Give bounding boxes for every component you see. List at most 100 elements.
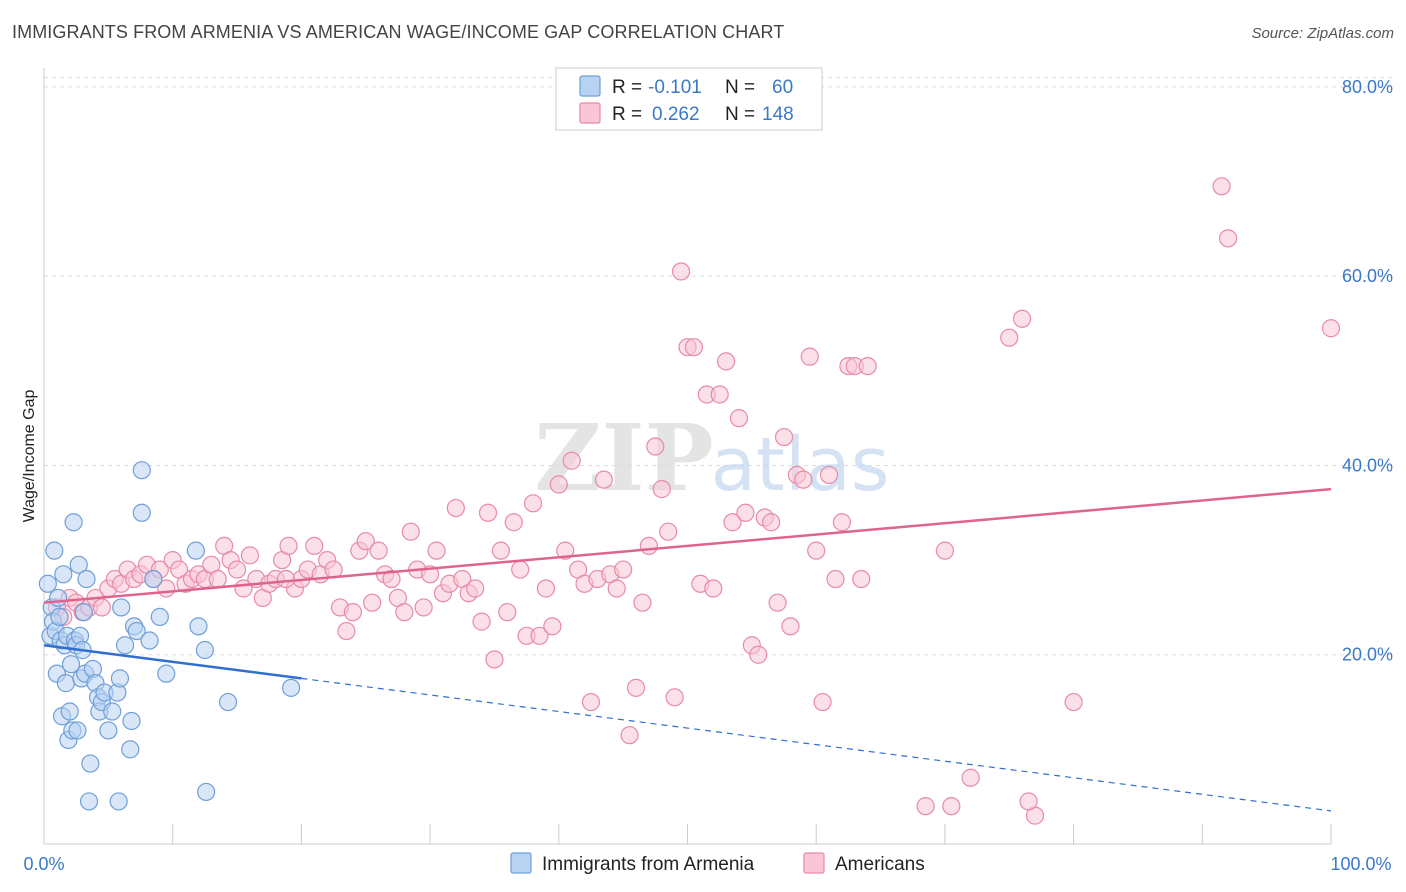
americans-point-85	[594, 470, 613, 489]
legend-swatch-americans	[579, 102, 601, 124]
series-legend: Immigrants from Armenia Americans	[510, 852, 925, 875]
americans-point-46	[343, 603, 362, 622]
americans-point-79	[556, 541, 575, 560]
americans-point-112	[768, 593, 787, 612]
americans-point-131	[942, 797, 961, 816]
series-label-americans: Americans	[835, 854, 925, 875]
armenia-point-41	[109, 792, 128, 811]
armenia-point-45	[121, 740, 140, 759]
armenia-point-27	[74, 603, 93, 622]
americans-point-130	[961, 768, 980, 787]
americans-point-106	[729, 409, 749, 428]
americans-point-104	[717, 352, 736, 371]
legend-n-value-armenia: 60	[772, 77, 793, 98]
armenia-points	[38, 461, 301, 811]
americans-point-83	[581, 692, 601, 712]
series-swatch-armenia	[510, 852, 532, 874]
source-label: Source: ZipAtlas.com	[1251, 25, 1394, 42]
americans-point-122	[832, 513, 852, 532]
americans-point-99	[684, 338, 704, 357]
watermark-atlas: atlas	[711, 422, 890, 508]
armenia-point-13	[56, 674, 75, 693]
armenia-point-55	[186, 541, 205, 560]
armenia-point-43	[112, 598, 131, 617]
americans-point-71	[504, 513, 523, 532]
americans-point-88	[614, 560, 633, 579]
armenia-point-39	[103, 702, 122, 721]
americans-point-69	[491, 541, 510, 560]
americans-point-28	[227, 560, 247, 579]
americans-point-139	[276, 569, 296, 589]
americans-point-93	[646, 437, 665, 456]
armenia-point-17	[61, 655, 81, 674]
americans-point-137	[1218, 229, 1238, 248]
americans-point-114	[781, 617, 800, 636]
armenia-point-16	[60, 702, 79, 721]
americans-point-66	[472, 612, 491, 631]
series-label-armenia: Immigrants from Armenia	[542, 854, 755, 875]
americans-point-89	[620, 726, 639, 745]
americans-point-103	[710, 385, 729, 404]
americans-point-96	[665, 688, 684, 707]
americans-point-121	[826, 569, 845, 589]
armenia-point-23	[69, 555, 88, 574]
americans-point-36	[279, 536, 298, 556]
trend-lines	[43, 487, 1332, 812]
series-swatch-americans	[803, 852, 825, 874]
americans-point-70	[498, 603, 517, 622]
americans-point-91	[633, 593, 652, 612]
armenia-point-8	[50, 607, 69, 626]
armenia-point-0	[38, 574, 57, 593]
americans-point-125	[852, 569, 871, 589]
americans-point-49	[363, 593, 382, 612]
armenia-point-56	[189, 617, 208, 636]
americans-point-65	[466, 579, 485, 598]
chart-title: IMMIGRANTS FROM ARMENIA VS AMERICAN WAGE…	[12, 22, 785, 42]
americans-point-87	[607, 579, 626, 598]
y-tick-label-2: 60.0%	[1342, 266, 1393, 286]
armenia-point-53	[150, 607, 169, 626]
armenia-point-19	[64, 513, 83, 532]
americans-point-135	[1064, 692, 1083, 712]
armenia-point-49	[132, 461, 151, 480]
americans-point-90	[626, 678, 646, 697]
americans-point-126	[858, 356, 877, 376]
watermark: ZIP atlas	[534, 404, 889, 512]
armenia-point-46	[122, 711, 141, 731]
americans-point-50	[369, 541, 388, 560]
correlation-legend: R = -0.101 N = 60 R = 0.262 N = 148	[555, 67, 823, 131]
armenia-trend-line	[43, 644, 302, 680]
americans-point-117	[800, 347, 819, 366]
americans-point-129	[1013, 309, 1032, 328]
americans-point-92	[639, 536, 658, 556]
americans-point-118	[807, 541, 826, 560]
armenia-point-30	[79, 792, 99, 811]
y-tick-label-0: 20.0%	[1342, 645, 1393, 665]
armenia-point-50	[132, 503, 151, 522]
y-tick-label-1: 40.0%	[1342, 455, 1393, 475]
americans-point-76	[536, 579, 556, 598]
americans-point-109	[749, 645, 768, 664]
armenia-point-7	[49, 588, 68, 608]
legend-r-value-armenia: -0.101	[648, 77, 702, 98]
americans-point-136	[1212, 177, 1231, 196]
legend-r-label-americans: R =	[612, 104, 642, 125]
americans-point-97	[671, 262, 691, 281]
americans-point-138	[1321, 319, 1341, 338]
americans-point-67	[478, 503, 498, 522]
y-tick-label-3: 80.0%	[1342, 77, 1393, 97]
americans-point-54	[395, 603, 414, 622]
americans-point-127	[935, 541, 955, 560]
americans-point-72	[511, 560, 530, 579]
americans-point-55	[401, 522, 420, 541]
americans-point-105	[723, 513, 742, 532]
americans-point-74	[523, 494, 543, 513]
armenia-point-57	[195, 640, 214, 660]
legend-r-value-americans: 0.262	[652, 104, 700, 125]
y-axis-label: Wage/Income Gap	[21, 390, 38, 523]
americans-point-30	[240, 546, 260, 565]
americans-point-116	[794, 470, 813, 489]
armenia-point-42	[110, 669, 130, 688]
armenia-point-31	[81, 754, 100, 773]
legend-n-label-americans: N =	[725, 104, 755, 125]
